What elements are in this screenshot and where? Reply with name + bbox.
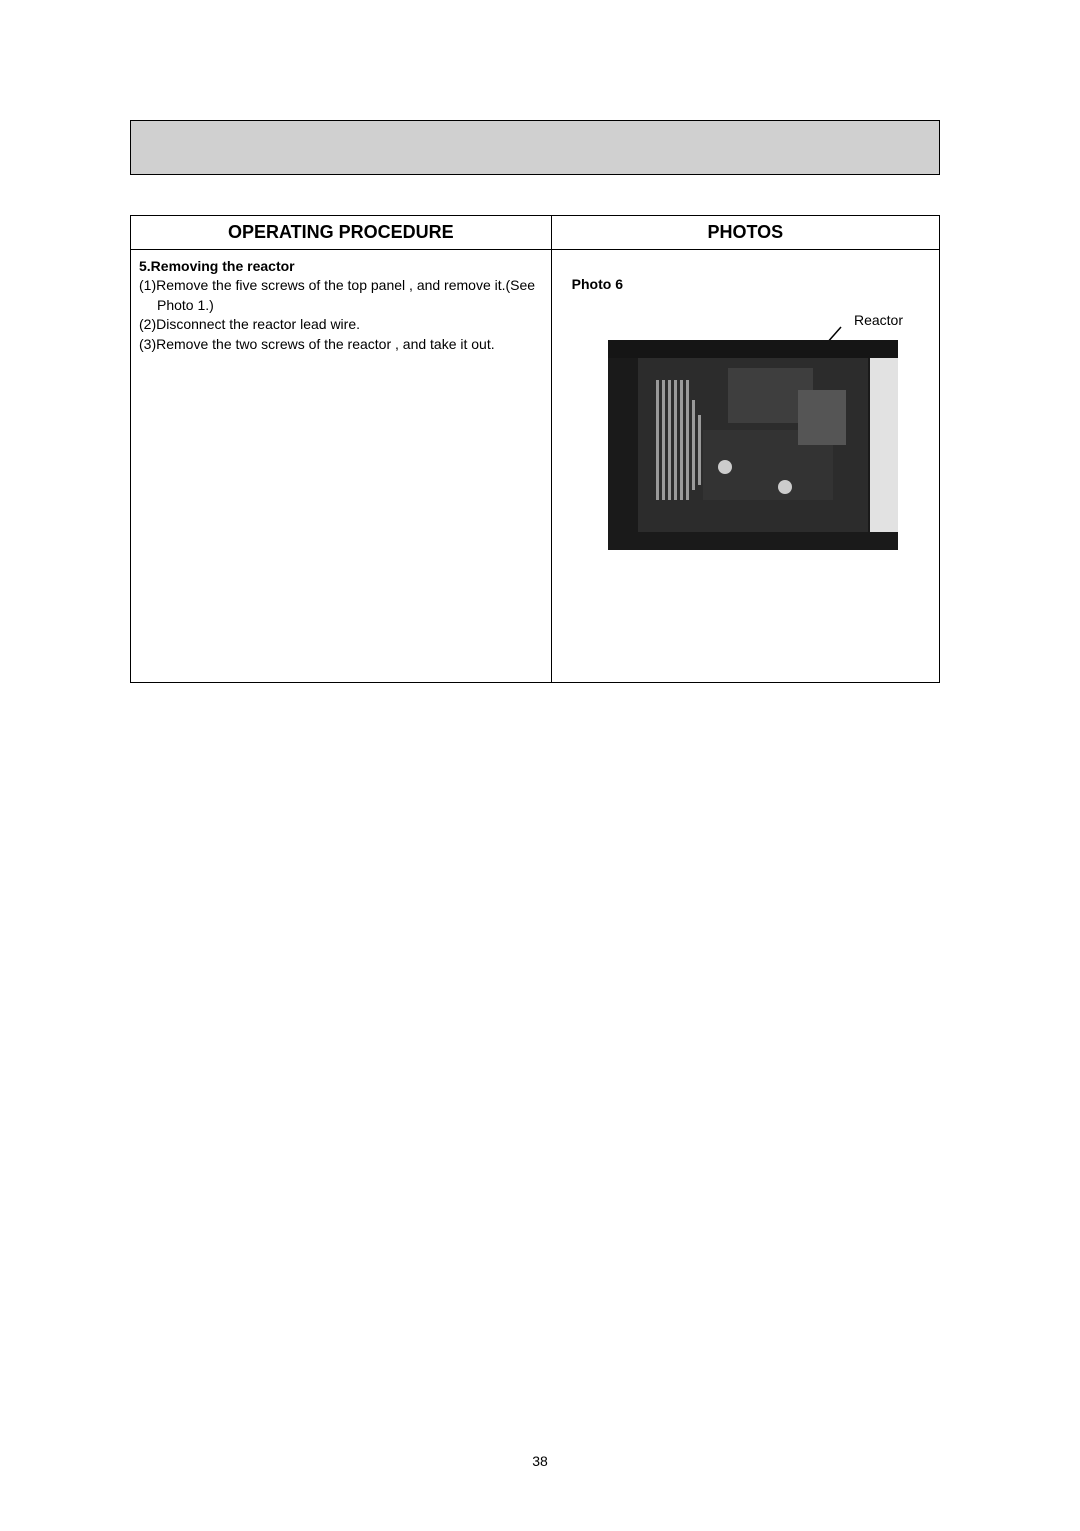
section-title: 5.Removing the reactor <box>139 258 545 274</box>
photo-wrap: Reactor <box>560 300 931 590</box>
section-header-bar <box>130 120 940 175</box>
photo-label: Photo 6 <box>572 276 931 292</box>
step-row: (1) Remove the five screws of the top pa… <box>139 276 545 296</box>
col-header-operating: OPERATING PROCEDURE <box>131 216 552 250</box>
photo-6-image <box>608 340 898 550</box>
step-number: (3) <box>139 335 156 355</box>
procedure-cell: 5.Removing the reactor (1) Remove the fi… <box>131 250 552 683</box>
page-number: 38 <box>0 1453 1080 1469</box>
col-header-photos: PHOTOS <box>551 216 939 250</box>
step-row: Photo 1.) <box>139 296 545 316</box>
callout-reactor: Reactor <box>854 312 903 328</box>
step-text: Remove the two screws of the reactor , a… <box>156 335 545 355</box>
step-row: (3) Remove the two screws of the reactor… <box>139 335 545 355</box>
step-text: Remove the five screws of the top panel … <box>156 276 545 296</box>
step-number: (1) <box>139 276 156 296</box>
procedure-table: OPERATING PROCEDURE PHOTOS 5.Removing th… <box>130 215 940 683</box>
step-row: (2) Disconnect the reactor lead wire. <box>139 315 545 335</box>
step-number: (2) <box>139 315 156 335</box>
step-text: Disconnect the reactor lead wire. <box>156 315 545 335</box>
step-text: Photo 1.) <box>157 296 545 316</box>
spacer <box>139 354 545 674</box>
photo-cell: Photo 6 Reactor <box>551 250 939 683</box>
